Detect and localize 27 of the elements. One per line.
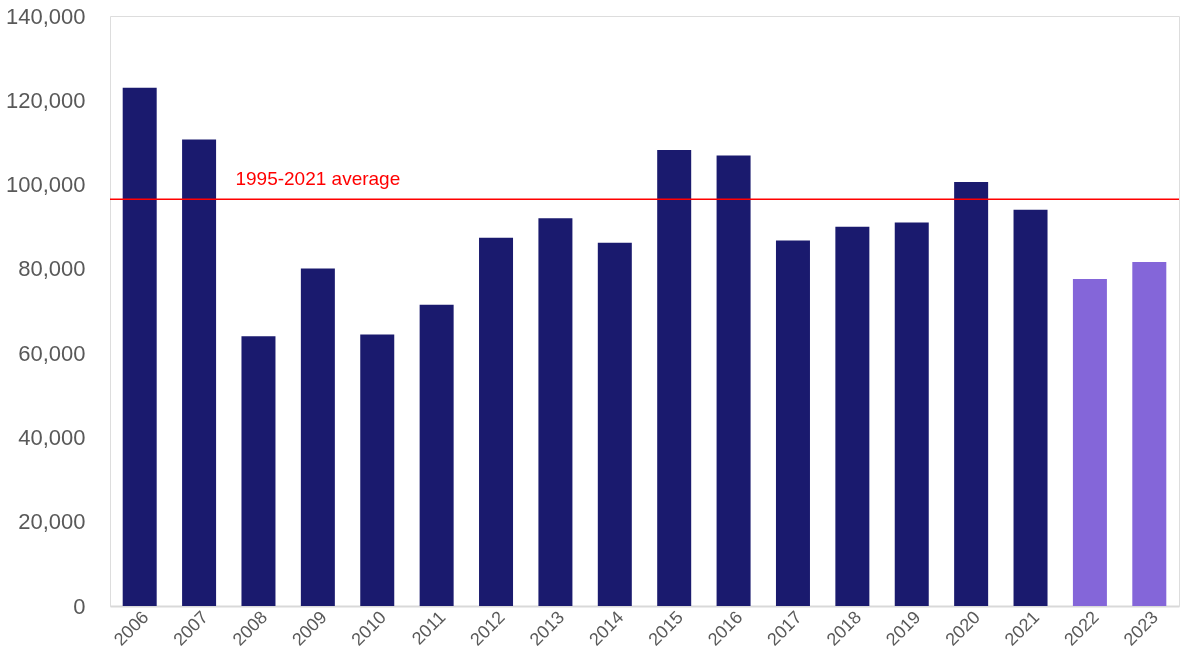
bar: [479, 237, 514, 606]
y-tick-label: 40,000: [18, 424, 86, 450]
bar: [1072, 278, 1107, 606]
y-tick-label: 60,000: [18, 340, 86, 366]
bar: [241, 336, 276, 606]
bar: [775, 240, 810, 606]
bar: [716, 155, 751, 606]
y-tick-label: 100,000: [5, 172, 86, 198]
bar: [538, 218, 573, 606]
bar: [182, 139, 217, 606]
bar: [419, 304, 454, 606]
bar: [360, 334, 395, 606]
ref-line-label: 1995-2021 average: [235, 168, 401, 190]
y-tick-label: 20,000: [18, 509, 86, 535]
y-tick-label: 0: [73, 593, 86, 619]
bar: [657, 150, 692, 606]
y-tick-label: 120,000: [5, 87, 86, 113]
bar: [300, 268, 335, 606]
bar: [954, 182, 989, 606]
bar: [835, 226, 870, 606]
bar: [1013, 209, 1048, 606]
bar: [597, 242, 632, 606]
bar: [1132, 262, 1167, 606]
y-tick-label: 80,000: [18, 256, 86, 282]
y-tick-label: 140,000: [5, 3, 86, 29]
bar: [122, 87, 157, 606]
bar: [894, 222, 929, 606]
